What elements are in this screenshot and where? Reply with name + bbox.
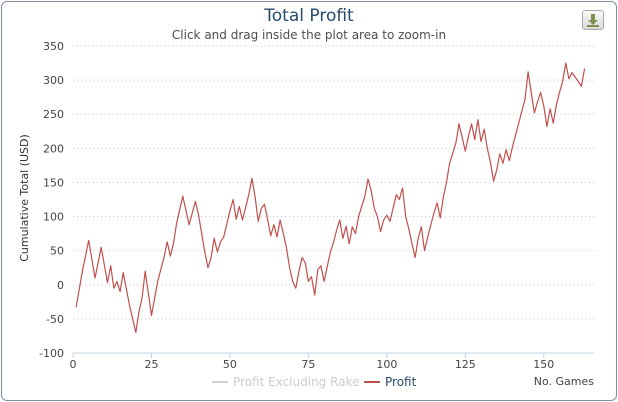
y-tick-label: 300 [43,74,64,87]
x-axis-ticks: 0 25 50 75 100 125 150 [70,353,554,371]
x-tick-label: 25 [144,358,158,371]
export-button[interactable] [582,10,604,30]
x-tick-label: 150 [533,358,554,371]
y-tick-label: -50 [46,313,64,326]
legend-label: Profit Excluding Rake [233,375,359,389]
legend-label: Profit [385,375,417,389]
y-tick-label: 250 [43,108,64,121]
y-tick-label: 100 [43,211,64,224]
y-tick-label: 0 [57,279,64,292]
y-tick-label: 50 [50,245,64,258]
x-tick-label: 100 [376,358,397,371]
y-tick-label: -100 [39,347,64,360]
x-tick-label: 75 [301,358,315,371]
y-tick-label: 350 [43,40,64,53]
series-layer [75,62,586,334]
x-axis-label: No. Games [534,375,595,388]
y-axis-ticks: 350 300 250 200 150 100 50 0 -50 -100 [39,40,64,360]
chart-subtitle: Click and drag inside the plot area to z… [171,28,447,42]
chart-title: Total Profit [264,6,354,26]
legend-item-profit[interactable]: Profit [364,375,417,389]
x-tick-label: 125 [455,358,476,371]
download-icon [587,14,599,27]
x-tick-label: 50 [223,358,237,371]
legend-item-profit-excluding-rake[interactable]: Profit Excluding Rake [212,375,359,389]
x-tick-label: 0 [70,358,77,371]
y-axis-label: Cumulative Total (USD) [18,134,31,262]
grid-lines [73,45,594,320]
y-tick-label: 150 [43,176,64,189]
y-tick-label: 200 [43,142,64,155]
series-line-profit [75,62,586,334]
